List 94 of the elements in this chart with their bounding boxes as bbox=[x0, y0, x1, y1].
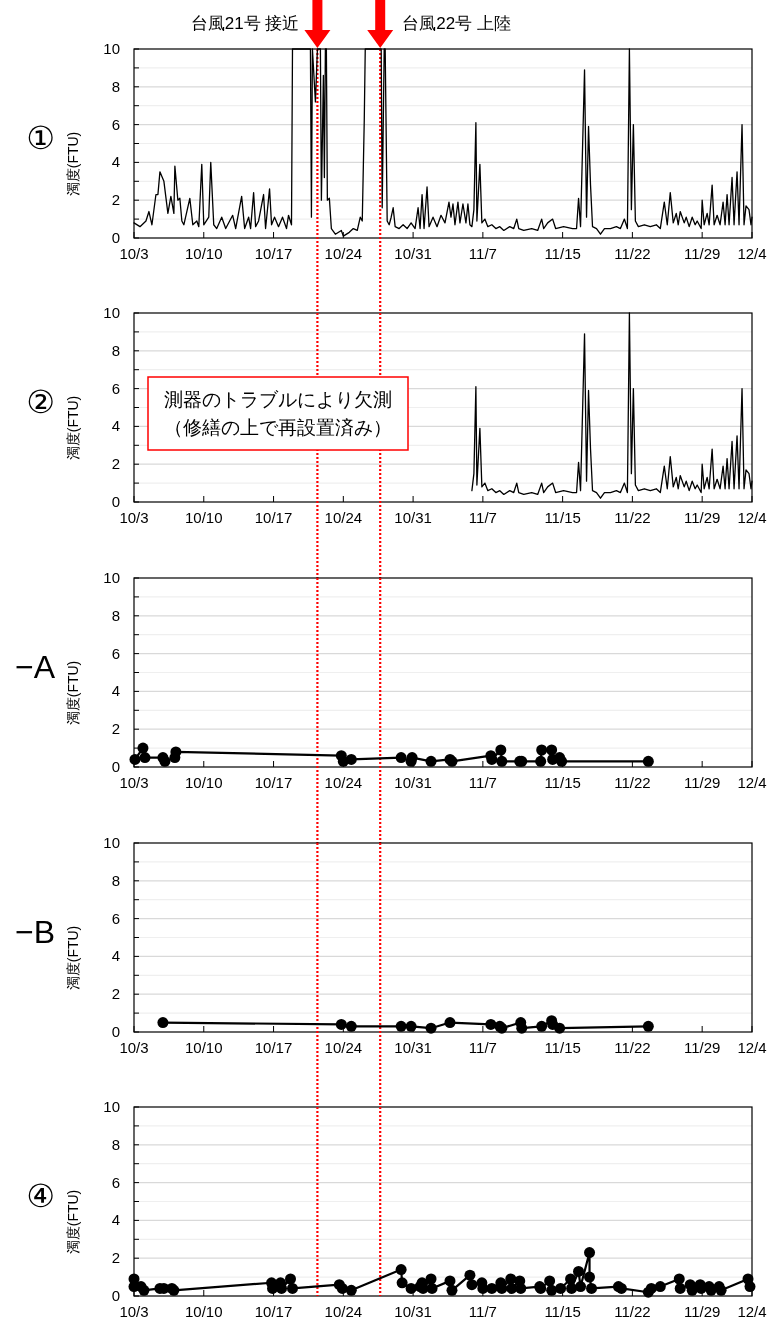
x-tick-label: 11/7 bbox=[468, 1039, 497, 1056]
x-tick-label: 10/17 bbox=[254, 1039, 293, 1056]
x-tick-label: 10/24 bbox=[324, 1039, 363, 1056]
x-tick-label: 10/3 bbox=[119, 1039, 149, 1056]
x-tick-label: 11/15 bbox=[544, 245, 581, 262]
x-tick-label: 11/29 bbox=[683, 1303, 721, 1320]
y-tick-label: 10 bbox=[103, 834, 120, 851]
y-tick-label: 4 bbox=[111, 947, 120, 965]
x-tick-label: 11/22 bbox=[614, 509, 651, 526]
x-tick-label: 10/24 bbox=[324, 509, 363, 526]
y-tick-label: 6 bbox=[111, 115, 120, 133]
y-tick-label: 0 bbox=[111, 1023, 120, 1040]
x-tick-label: 11/22 bbox=[614, 1039, 651, 1056]
x-tick-label: 12/4 bbox=[737, 774, 767, 791]
y-axis-title: 濁度(FTU) bbox=[65, 131, 81, 197]
y-tick-label: 4 bbox=[111, 682, 120, 700]
x-tick-label: 10/31 bbox=[394, 245, 432, 262]
y-tick-label: 2 bbox=[111, 455, 120, 473]
y-tick-label: 0 bbox=[111, 229, 120, 246]
x-tick-label: 10/3 bbox=[119, 509, 149, 526]
x-tick-label: 11/29 bbox=[683, 509, 721, 526]
x-tick-label: 10/3 bbox=[119, 1303, 149, 1320]
x-tick-label: 11/7 bbox=[468, 509, 497, 526]
x-tick-label: 11/22 bbox=[614, 774, 651, 791]
y-axis-title: 濁度(FTU) bbox=[65, 1189, 81, 1255]
x-tick-label: 10/24 bbox=[324, 774, 363, 791]
y-tick-label: 10 bbox=[103, 569, 120, 586]
y-tick-label: 0 bbox=[111, 758, 120, 775]
y-tick-label: 8 bbox=[111, 1135, 120, 1153]
y-tick-label: 0 bbox=[111, 1287, 120, 1304]
x-tick-label: 12/4 bbox=[737, 245, 767, 262]
x-tick-label: 10/31 bbox=[394, 774, 432, 791]
y-tick-label: 2 bbox=[111, 1249, 120, 1267]
x-tick-label: 10/17 bbox=[254, 509, 293, 526]
x-tick-label: 11/15 bbox=[544, 1303, 581, 1320]
y-tick-label: 10 bbox=[103, 1098, 120, 1115]
x-tick-label: 11/15 bbox=[544, 1039, 581, 1056]
x-tick-label: 10/17 bbox=[254, 245, 293, 262]
y-tick-label: 8 bbox=[111, 871, 120, 889]
x-tick-label: 11/22 bbox=[614, 1303, 651, 1320]
text: ④ bbox=[26, 1178, 55, 1214]
x-tick-label: 10/24 bbox=[324, 245, 363, 262]
y-tick-label: 6 bbox=[111, 909, 120, 927]
x-tick-label: 10/31 bbox=[394, 1303, 432, 1320]
ref-line-label: 台風21号 接近 bbox=[190, 14, 300, 33]
y-tick-label: 6 bbox=[111, 1173, 120, 1191]
y-axis-title: 濁度(FTU) bbox=[65, 395, 81, 461]
y-tick-label: 2 bbox=[111, 720, 120, 738]
y-tick-label: 8 bbox=[111, 341, 120, 359]
x-tick-label: 11/7 bbox=[468, 774, 497, 791]
y-tick-label: 6 bbox=[111, 644, 120, 662]
x-tick-label: 10/10 bbox=[185, 774, 223, 791]
text: ① bbox=[26, 120, 55, 156]
x-tick-label: 11/29 bbox=[683, 774, 721, 791]
x-tick-label: 10/3 bbox=[119, 774, 149, 791]
y-tick-label: 8 bbox=[111, 77, 120, 95]
ref-line-label: 台風22号 上陸 bbox=[402, 14, 511, 33]
y-tick-label: 2 bbox=[111, 191, 120, 209]
x-tick-label: 12/4 bbox=[737, 509, 767, 526]
text: −A bbox=[14, 649, 56, 685]
x-tick-label: 11/29 bbox=[683, 1039, 721, 1056]
y-tick-label: 8 bbox=[111, 606, 120, 624]
y-axis-title: 濁度(FTU) bbox=[65, 660, 81, 726]
annotation: （修繕の上で再設置済み） bbox=[164, 417, 392, 438]
y-tick-label: 10 bbox=[103, 304, 120, 321]
x-tick-label: 10/10 bbox=[185, 509, 223, 526]
x-tick-label: 11/29 bbox=[683, 245, 721, 262]
y-axis-title: 濁度(FTU) bbox=[65, 925, 81, 991]
y-tick-label: 4 bbox=[111, 1211, 120, 1229]
y-tick-label: 4 bbox=[111, 153, 120, 171]
x-tick-label: 10/24 bbox=[324, 1303, 363, 1320]
x-tick-label: 10/10 bbox=[185, 245, 223, 262]
x-tick-label: 10/3 bbox=[119, 245, 149, 262]
x-tick-label: 10/10 bbox=[185, 1039, 223, 1056]
x-tick-label: 10/17 bbox=[254, 1303, 293, 1320]
y-tick-label: 10 bbox=[103, 40, 120, 57]
x-tick-label: 10/10 bbox=[185, 1303, 223, 1320]
x-tick-label: 10/31 bbox=[394, 509, 432, 526]
x-tick-label: 10/17 bbox=[254, 774, 293, 791]
x-tick-label: 11/15 bbox=[544, 509, 581, 526]
x-tick-label: 11/7 bbox=[468, 1303, 497, 1320]
annotation: 測器のトラブルにより欠測 bbox=[164, 389, 392, 410]
x-tick-label: 11/15 bbox=[544, 774, 581, 791]
x-tick-label: 12/4 bbox=[737, 1303, 767, 1320]
x-tick-label: 11/22 bbox=[614, 245, 651, 262]
x-tick-label: 10/31 bbox=[394, 1039, 432, 1056]
y-tick-label: 2 bbox=[111, 985, 120, 1003]
y-tick-label: 4 bbox=[111, 417, 120, 435]
x-tick-label: 12/4 bbox=[737, 1039, 767, 1056]
y-tick-label: 0 bbox=[111, 493, 120, 510]
text: −B bbox=[14, 914, 55, 950]
text: ② bbox=[26, 384, 55, 420]
y-tick-label: 6 bbox=[111, 379, 120, 397]
x-tick-label: 11/7 bbox=[468, 245, 497, 262]
